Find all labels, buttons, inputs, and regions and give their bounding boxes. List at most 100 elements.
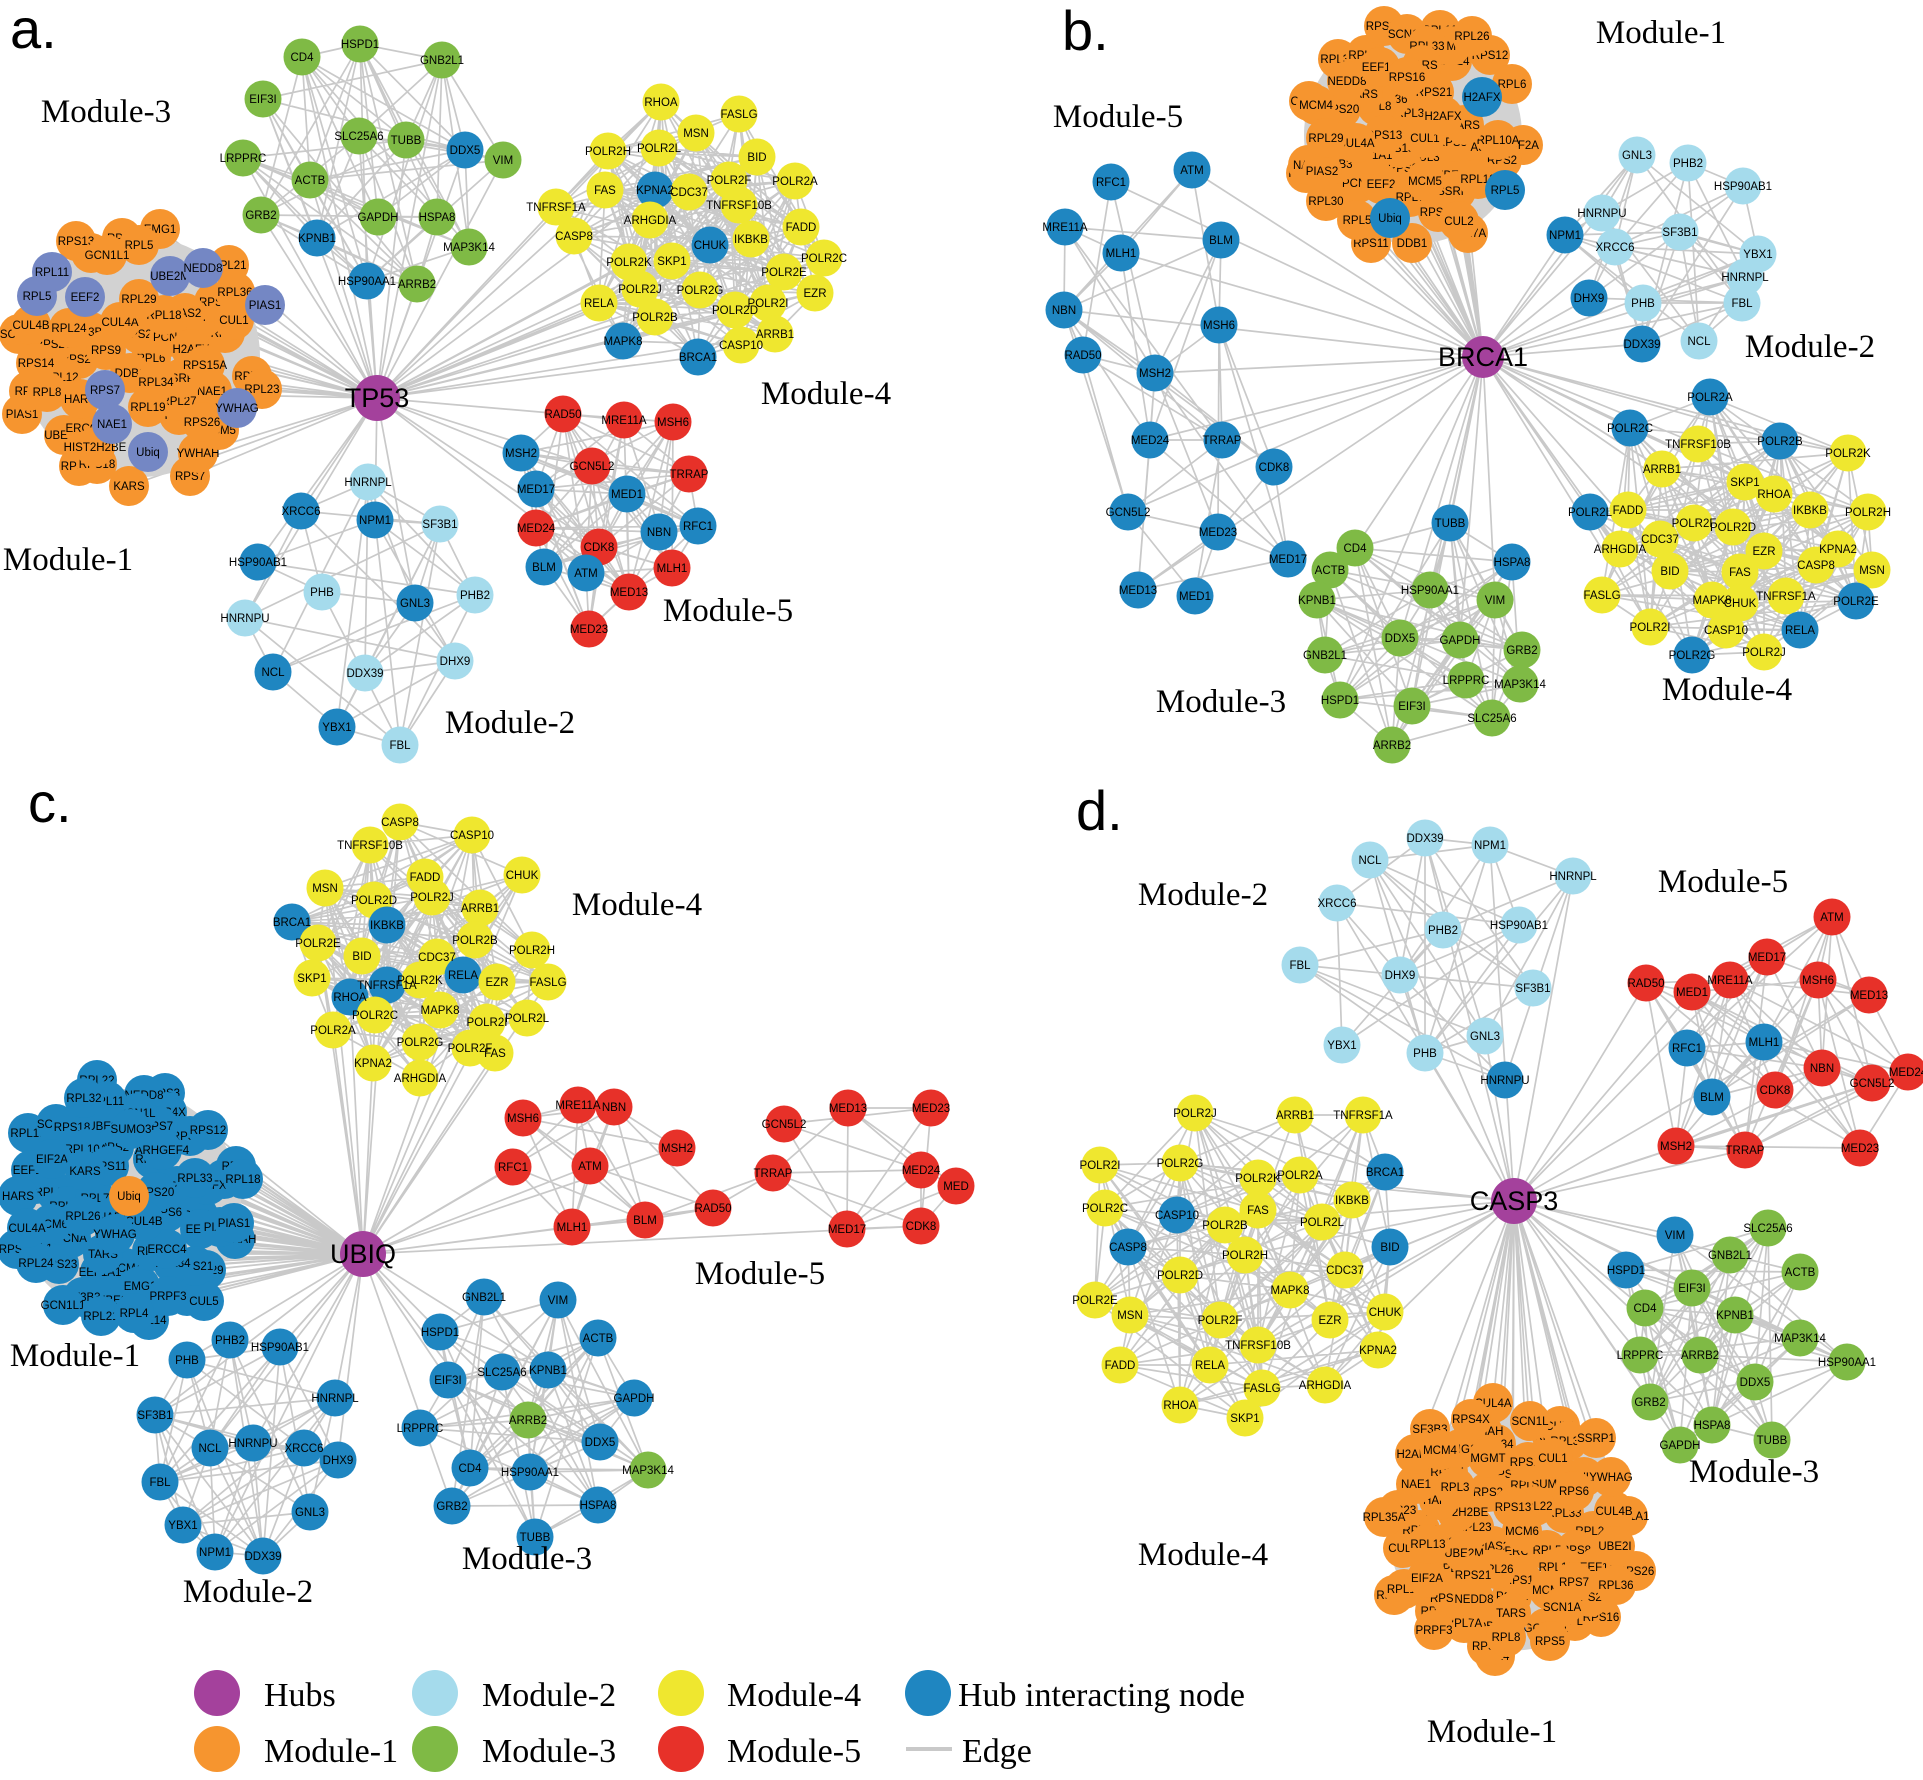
svg-text:HNRNPU: HNRNPU [228,1438,277,1450]
svg-text:RPL4: RPL4 [120,1308,149,1320]
svg-text:POLR2J: POLR2J [1173,1108,1216,1120]
svg-text:MSH6: MSH6 [657,417,689,429]
svg-text:RHOA: RHOA [1757,489,1791,501]
svg-text:HNRNPU: HNRNPU [1577,208,1626,220]
svg-text:NBN: NBN [602,1102,626,1114]
svg-text:DDX39: DDX39 [346,668,383,680]
svg-text:MED17: MED17 [828,1224,866,1236]
svg-text:DDX39: DDX39 [1406,833,1443,845]
svg-text:Module-1: Module-1 [1427,1714,1557,1750]
svg-text:MGMT: MGMT [1470,1453,1505,1465]
svg-text:EZR: EZR [486,977,509,989]
svg-text:CDK8: CDK8 [1760,1085,1791,1097]
svg-text:MLH1: MLH1 [1749,1037,1780,1049]
svg-text:SF3B1: SF3B1 [137,1410,172,1422]
svg-text:MSH2: MSH2 [661,1143,693,1155]
svg-text:TP53: TP53 [345,383,410,413]
svg-text:RAD50: RAD50 [694,1203,731,1215]
svg-text:PHB: PHB [1413,1048,1437,1060]
svg-text:RPL8: RPL8 [1492,1632,1521,1644]
svg-text:CUL4A: CUL4A [101,317,138,329]
svg-text:Module-2: Module-2 [445,705,575,741]
svg-text:HIST2H2BE: HIST2H2BE [64,442,127,454]
svg-text:RPS16: RPS16 [1389,72,1425,84]
svg-text:MSH6: MSH6 [1802,975,1834,987]
svg-text:RFC1: RFC1 [1672,1043,1702,1055]
svg-text:GAPDH: GAPDH [614,1393,655,1405]
svg-text:POLR2B: POLR2B [1757,436,1803,448]
svg-text:FAS: FAS [1729,567,1751,579]
svg-text:POLR2C: POLR2C [801,253,847,265]
svg-text:MED13: MED13 [1850,990,1888,1002]
svg-text:DDX39: DDX39 [1623,339,1660,351]
svg-text:RPL13: RPL13 [1410,1539,1445,1551]
svg-text:HSP90AB1: HSP90AB1 [229,557,287,569]
svg-text:POLR2E: POLR2E [295,938,341,950]
svg-text:MRE11A: MRE11A [555,1100,600,1112]
svg-text:SKP1: SKP1 [657,256,686,268]
svg-text:LRPPRC: LRPPRC [220,153,267,165]
svg-text:MAPK8: MAPK8 [604,336,643,348]
svg-text:RPL6: RPL6 [1498,79,1527,91]
svg-text:PIAS1: PIAS1 [6,409,39,421]
svg-text:RPS4X: RPS4X [1452,1414,1490,1426]
svg-text:NEDD8: NEDD8 [1328,76,1367,88]
svg-text:MED24: MED24 [902,1165,941,1177]
svg-text:LRPPRC: LRPPRC [1443,675,1490,687]
svg-text:EIF2A: EIF2A [36,1154,68,1166]
svg-text:KPNB1: KPNB1 [529,1365,567,1377]
svg-text:RPS13: RPS13 [1495,1502,1531,1514]
svg-text:BID: BID [352,951,371,963]
svg-text:PHB2: PHB2 [1428,925,1458,937]
svg-text:CASP8: CASP8 [1109,1242,1147,1254]
svg-text:RPS9: RPS9 [91,345,121,357]
svg-text:SKP1: SKP1 [1730,477,1759,489]
svg-text:ACTB: ACTB [295,175,326,187]
svg-text:POLR2G: POLR2G [1669,650,1716,662]
svg-text:CUL4B: CUL4B [1595,1506,1632,1518]
svg-text:GAPDH: GAPDH [358,212,399,224]
svg-text:DDX5: DDX5 [585,1437,616,1449]
svg-text:DHX9: DHX9 [440,656,471,668]
svg-text:RPL8: RPL8 [33,387,62,399]
svg-text:YWHAG: YWHAG [1589,1472,1633,1484]
svg-text:ERCC4: ERCC4 [148,1244,188,1256]
svg-text:GNL3: GNL3 [1622,150,1652,162]
svg-text:MED17: MED17 [1269,554,1307,566]
svg-text:Module-2: Module-2 [1745,329,1875,365]
svg-text:GCN5L2: GCN5L2 [1850,1078,1895,1090]
svg-text:RAD50: RAD50 [1064,350,1101,362]
svg-text:RPS14: RPS14 [18,358,55,370]
svg-text:MLH1: MLH1 [657,563,688,575]
svg-text:RPS5: RPS5 [1535,1636,1565,1648]
svg-text:Module-1: Module-1 [264,1733,398,1770]
svg-text:MED23: MED23 [1199,527,1237,539]
svg-text:DDX5: DDX5 [1740,1377,1771,1389]
svg-text:TUBB: TUBB [1435,518,1466,530]
svg-text:TNFRSF1A: TNFRSF1A [1333,1110,1393,1122]
svg-text:NPM1: NPM1 [1549,230,1581,242]
svg-text:HARS: HARS [2,1191,34,1203]
svg-text:VIM: VIM [493,155,513,167]
svg-text:RPL26: RPL26 [1454,31,1489,43]
svg-text:TRRAP: TRRAP [754,1168,793,1180]
svg-text:ATM: ATM [1820,912,1843,924]
svg-text:Module-3: Module-3 [41,94,171,130]
svg-text:Module-1: Module-1 [10,1338,140,1374]
svg-text:DDX5: DDX5 [450,145,481,157]
svg-text:Module-5: Module-5 [1053,99,1183,135]
svg-text:LRPPRC: LRPPRC [1617,1350,1664,1362]
svg-text:a.: a. [10,0,57,60]
svg-text:MRE11A: MRE11A [1042,222,1087,234]
svg-text:PHB2: PHB2 [460,590,490,602]
svg-text:POLR2C: POLR2C [1607,423,1653,435]
svg-text:CASP3: CASP3 [1470,1186,1559,1216]
svg-text:POLR2E: POLR2E [1072,1295,1118,1307]
svg-text:RPL33: RPL33 [177,1173,212,1185]
svg-text:BLM: BLM [1700,1092,1724,1104]
svg-text:POLR2B: POLR2B [452,935,498,947]
svg-text:GAPDH: GAPDH [1660,1440,1701,1452]
svg-text:CASP8: CASP8 [381,817,419,829]
svg-text:MLH1: MLH1 [557,1222,588,1234]
svg-text:FAS: FAS [1247,1205,1269,1217]
